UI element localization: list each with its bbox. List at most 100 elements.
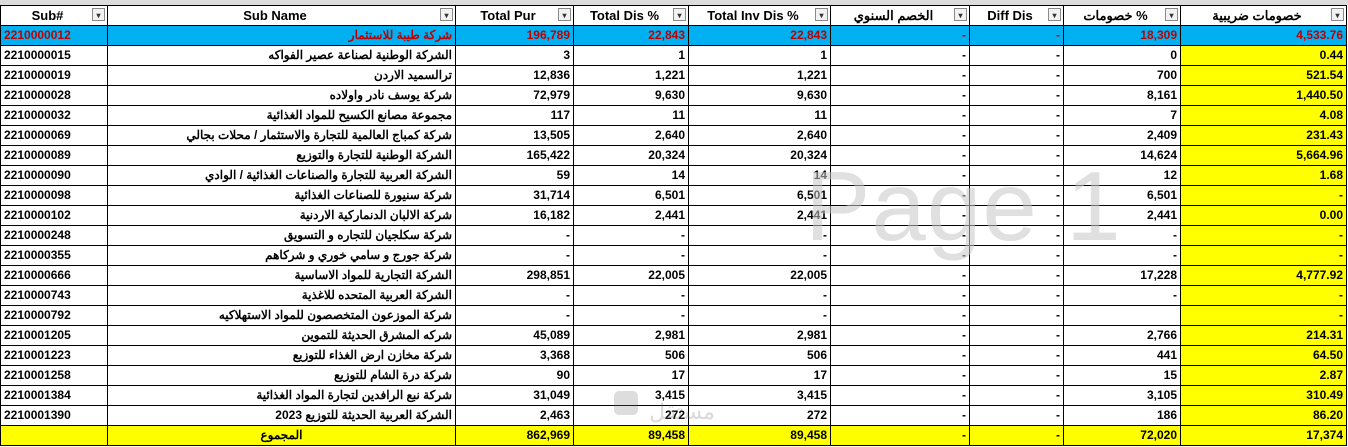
total-inv-dis-cell[interactable]: 9,630 bbox=[688, 85, 831, 106]
annual-discount-cell[interactable]: - bbox=[830, 25, 970, 46]
total-inv-dis-cell[interactable]: 272 bbox=[688, 405, 831, 426]
total-inv-dis-cell[interactable]: 1 bbox=[688, 45, 831, 66]
total-pur-cell[interactable]: 31,714 bbox=[455, 185, 574, 206]
tax-discount-cell[interactable]: - bbox=[1180, 185, 1347, 206]
total-pur-cell[interactable]: - bbox=[455, 285, 574, 306]
discounts-pct-cell[interactable]: 15 bbox=[1063, 365, 1181, 386]
discounts-pct-cell[interactable]: - bbox=[1063, 225, 1181, 246]
discounts-pct-cell[interactable]: 186 bbox=[1063, 405, 1181, 426]
total-pur-cell[interactable]: 90 bbox=[455, 365, 574, 386]
annual-discount-cell[interactable]: - bbox=[830, 305, 970, 326]
total-dis[interactable]: 89,458 bbox=[573, 425, 689, 446]
total-inv-dis-cell[interactable]: 22,005 bbox=[688, 265, 831, 286]
sub-name-cell[interactable]: شركه المشرق الحديثة للتموين bbox=[107, 325, 456, 346]
tax-discount-cell[interactable]: - bbox=[1180, 225, 1347, 246]
total-dis-cell[interactable]: - bbox=[573, 305, 689, 326]
total-inv-dis-cell[interactable]: 1,221 bbox=[688, 65, 831, 86]
diff-dis-cell[interactable]: - bbox=[969, 225, 1064, 246]
total-pur-cell[interactable]: - bbox=[455, 225, 574, 246]
diff-dis-cell[interactable]: - bbox=[969, 65, 1064, 86]
discounts-pct-cell[interactable]: 2,409 bbox=[1063, 125, 1181, 146]
total-inv-dis-cell[interactable]: - bbox=[688, 225, 831, 246]
sub-name-cell[interactable]: الشركة الوطنية للتجارة والتوزيع bbox=[107, 145, 456, 166]
tax-discount-cell[interactable]: 1,440.50 bbox=[1180, 85, 1347, 106]
col-header-diff-dis[interactable]: Diff Dis ▾ bbox=[969, 5, 1064, 26]
sub-name-cell[interactable]: ترالسميد الاردن bbox=[107, 65, 456, 86]
total-inv-dis-cell[interactable]: 2,981 bbox=[688, 325, 831, 346]
discounts-pct-cell[interactable]: 700 bbox=[1063, 65, 1181, 86]
discounts-pct-cell[interactable]: 441 bbox=[1063, 345, 1181, 366]
total-pur-cell[interactable]: 45,089 bbox=[455, 325, 574, 346]
total-dis-cell[interactable]: 272 bbox=[573, 405, 689, 426]
sub-code-cell[interactable]: 2210000743 bbox=[0, 285, 108, 306]
filter-dropdown-icon[interactable]: ▾ bbox=[673, 8, 686, 21]
annual-discount-cell[interactable]: - bbox=[830, 85, 970, 106]
discounts-pct-cell[interactable]: 3,105 bbox=[1063, 385, 1181, 406]
sub-code-cell[interactable]: 2210001390 bbox=[0, 405, 108, 426]
sub-code-cell[interactable]: 2210000102 bbox=[0, 205, 108, 226]
tax-discount-cell[interactable]: - bbox=[1180, 245, 1347, 266]
total-inv-dis-cell[interactable]: - bbox=[688, 305, 831, 326]
total-annual[interactable]: - bbox=[830, 425, 970, 446]
discounts-pct-cell[interactable]: 0 bbox=[1063, 45, 1181, 66]
total-inv-dis-cell[interactable]: 17 bbox=[688, 365, 831, 386]
total-dis-cell[interactable]: 22,005 bbox=[573, 265, 689, 286]
diff-dis-cell[interactable]: - bbox=[969, 145, 1064, 166]
annual-discount-cell[interactable]: - bbox=[830, 325, 970, 346]
sub-name-cell[interactable]: شركة سنيورة للصناعات الغذائية bbox=[107, 185, 456, 206]
sub-code-cell[interactable]: 2210001205 bbox=[0, 325, 108, 346]
discounts-pct-cell[interactable]: - bbox=[1063, 245, 1181, 266]
tax-discount-cell[interactable]: 5,664.96 bbox=[1180, 145, 1347, 166]
sub-code-cell[interactable]: 2210000666 bbox=[0, 265, 108, 286]
total-pur-cell[interactable]: 196,789 bbox=[455, 25, 574, 46]
tax-discount-cell[interactable]: 214.31 bbox=[1180, 325, 1347, 346]
sub-code-cell[interactable]: 2210001384 bbox=[0, 385, 108, 406]
total-pur-cell[interactable]: 3,368 bbox=[455, 345, 574, 366]
total-dis-cell[interactable]: 22,843 bbox=[573, 25, 689, 46]
diff-dis-cell[interactable]: - bbox=[969, 185, 1064, 206]
total-inv-dis-cell[interactable]: 11 bbox=[688, 105, 831, 126]
sub-name-cell[interactable]: شركة جورج و سامي خوري و شركاهم bbox=[107, 245, 456, 266]
total-inv-dis-cell[interactable]: 2,441 bbox=[688, 205, 831, 226]
sub-name-cell[interactable]: مجموعة مصانع الكسيح للمواد الغذائية bbox=[107, 105, 456, 126]
total-dis-cell[interactable]: 2,640 bbox=[573, 125, 689, 146]
annual-discount-cell[interactable]: - bbox=[830, 245, 970, 266]
annual-discount-cell[interactable]: - bbox=[830, 105, 970, 126]
total-pur-cell[interactable]: 117 bbox=[455, 105, 574, 126]
discounts-pct-cell[interactable] bbox=[1063, 305, 1181, 326]
total-dis-cell[interactable]: 11 bbox=[573, 105, 689, 126]
total-pur-cell[interactable]: 72,979 bbox=[455, 85, 574, 106]
diff-dis-cell[interactable]: - bbox=[969, 105, 1064, 126]
sub-name-cell[interactable]: الشركة التجارية للمواد الاساسية bbox=[107, 265, 456, 286]
sub-code-cell[interactable]: 2210000098 bbox=[0, 185, 108, 206]
diff-dis-cell[interactable]: - bbox=[969, 25, 1064, 46]
sub-code-cell[interactable]: 2210000248 bbox=[0, 225, 108, 246]
filter-dropdown-icon[interactable]: ▾ bbox=[815, 8, 828, 21]
tax-discount-cell[interactable]: 4.08 bbox=[1180, 105, 1347, 126]
tax-discount-cell[interactable]: 1.68 bbox=[1180, 165, 1347, 186]
total-dis-cell[interactable]: 20,324 bbox=[573, 145, 689, 166]
discounts-pct-cell[interactable]: 17,228 bbox=[1063, 265, 1181, 286]
discounts-pct-cell[interactable]: 14,624 bbox=[1063, 145, 1181, 166]
annual-discount-cell[interactable]: - bbox=[830, 165, 970, 186]
sub-name-cell[interactable]: شركة الالبان الدنماركية الاردنية bbox=[107, 205, 456, 226]
total-inv-dis-cell[interactable]: 2,640 bbox=[688, 125, 831, 146]
diff-dis-cell[interactable]: - bbox=[969, 285, 1064, 306]
annual-discount-cell[interactable]: - bbox=[830, 405, 970, 426]
sub-name-cell[interactable]: شركة سكلجيان للتجاره و التسويق bbox=[107, 225, 456, 246]
annual-discount-cell[interactable]: - bbox=[830, 185, 970, 206]
total-pur-cell[interactable]: 13,505 bbox=[455, 125, 574, 146]
col-header-sub-name[interactable]: Sub Name ▾ bbox=[107, 5, 456, 26]
total-tax[interactable]: 17,374 bbox=[1180, 425, 1347, 446]
diff-dis-cell[interactable]: - bbox=[969, 85, 1064, 106]
total-pur-cell[interactable]: 165,422 bbox=[455, 145, 574, 166]
annual-discount-cell[interactable]: - bbox=[830, 345, 970, 366]
diff-dis-cell[interactable]: - bbox=[969, 265, 1064, 286]
tax-discount-cell[interactable]: 64.50 bbox=[1180, 345, 1347, 366]
diff-dis-cell[interactable]: - bbox=[969, 325, 1064, 346]
tax-discount-cell[interactable]: 521.54 bbox=[1180, 65, 1347, 86]
col-header-tax-discounts[interactable]: خصومات ضريبية ▾ bbox=[1180, 5, 1347, 26]
total-dis-cell[interactable]: - bbox=[573, 225, 689, 246]
total-pur-cell[interactable]: 59 bbox=[455, 165, 574, 186]
tax-discount-cell[interactable]: 86.20 bbox=[1180, 405, 1347, 426]
